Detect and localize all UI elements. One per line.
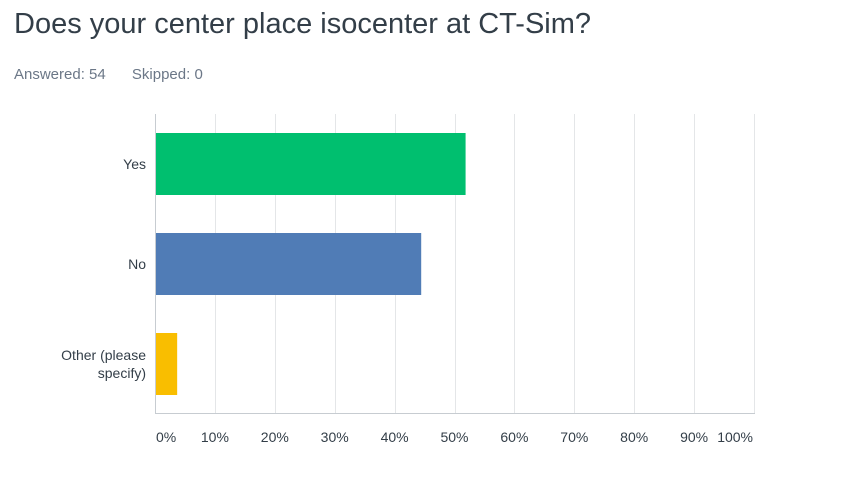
bar-other-please-specify[interactable]	[155, 333, 178, 395]
x-tick-label: 30%	[321, 429, 349, 445]
x-tick-label: 10%	[201, 429, 229, 445]
question-title: Does your center place isocenter at CT-S…	[14, 8, 592, 40]
category-label: Yes	[123, 156, 146, 172]
x-tick-label: 70%	[560, 429, 588, 445]
answered-count: Answered: 54	[14, 66, 106, 83]
axes	[155, 114, 755, 414]
category-label: Other (please specify)	[61, 347, 146, 381]
response-stats: Answered: 54 Skipped: 0	[14, 66, 203, 83]
x-tick-label: 20%	[261, 429, 289, 445]
bar-yes[interactable]	[155, 133, 466, 195]
x-tick-label: 100%	[717, 429, 753, 445]
x-tick-label: 80%	[620, 429, 648, 445]
x-tick-label: 60%	[500, 429, 528, 445]
x-tick-labels: 0% 10% 20% 30% 40% 50% 60% 70% 80% 90% 100%	[156, 429, 753, 445]
x-tick-label: 0%	[156, 429, 176, 445]
bar-no[interactable]	[155, 233, 422, 295]
x-tick-label: 50%	[440, 429, 468, 445]
skipped-count: Skipped: 0	[131, 66, 203, 83]
category-labels: Yes No Other (please specify)	[61, 156, 146, 381]
bars	[155, 133, 466, 395]
x-tick-label: 90%	[680, 429, 708, 445]
category-label: No	[128, 256, 146, 272]
x-tick-label: 40%	[381, 429, 409, 445]
